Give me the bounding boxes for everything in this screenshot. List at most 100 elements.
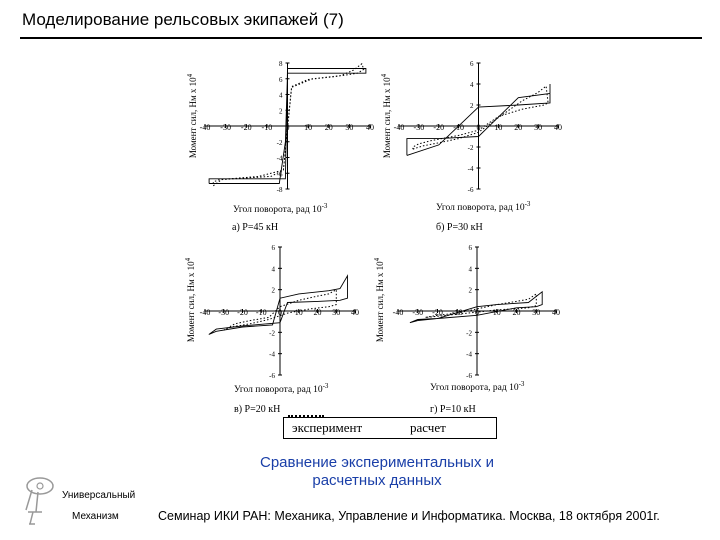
y-tick-label: -4 — [468, 165, 474, 173]
x-axis-title-exponent: -3 — [525, 200, 531, 208]
x-tick-label: -30 — [218, 308, 229, 317]
x-tick-label: -40 — [200, 308, 211, 317]
panel-caption: в) P=20 кН — [234, 404, 280, 415]
y-tick-label: -6 — [277, 170, 283, 178]
panel-caption: а) P=45 кН — [232, 222, 278, 233]
y-tick-label: -6 — [269, 372, 275, 380]
calculation-series — [406, 84, 551, 156]
panel-caption: б) P=30 кН — [436, 222, 483, 233]
y-tick-label: -2 — [468, 144, 474, 152]
experiment-series — [425, 292, 537, 318]
y-tick-label: 2 — [469, 287, 473, 295]
y-tick-label: 2 — [279, 107, 283, 115]
y-tick-label: -4 — [269, 351, 275, 359]
x-tick-label: 10 — [493, 308, 501, 317]
y-axis-title: Момент сил, Нм x 104 — [373, 257, 385, 342]
x-tick-label: 20 — [314, 308, 322, 317]
caption-line-1: Сравнение экспериментальных и — [259, 454, 495, 471]
y-tick-label: 2 — [470, 102, 474, 110]
y-tick-label: 6 — [470, 60, 474, 68]
x-tick-label: -20 — [237, 308, 248, 317]
y-axis-title-exponent: 4 — [186, 73, 194, 77]
org-name-line-1: Универсальный — [62, 490, 136, 501]
y-tick-label: -2 — [277, 139, 283, 147]
y-axis-title-exponent: 4 — [373, 257, 381, 261]
x-tick-label: 30 — [532, 308, 540, 317]
y-tick-label: 4 — [470, 81, 474, 89]
x-tick-label: 10 — [295, 308, 303, 317]
y-tick-label: 2 — [272, 287, 276, 295]
chart-panel-b: -40 -30 -20 -10 0 10 20 30 40 6 4 2 -2 -4 -6 Угол повор… — [380, 60, 562, 233]
panel-caption: г) P=10 кН — [430, 404, 476, 415]
x-tick-label: -10 — [256, 308, 267, 317]
x-tick-label: -20 — [241, 123, 252, 132]
x-tick-label: -40 — [394, 123, 405, 132]
x-axis-title: Угол поворота, рад 10-3 — [234, 382, 329, 395]
x-axis-title: Угол поворота, рад 10-3 — [436, 200, 531, 213]
y-axis-title: Момент сил, Нм x 104 — [380, 73, 392, 158]
x-tick-label: -20 — [433, 123, 444, 132]
y-tick-label: 6 — [272, 244, 276, 252]
x-axis-title: Угол поворота, рад 10-3 — [233, 202, 328, 215]
y-tick-label: 4 — [279, 92, 283, 100]
x-tick-label: -40 — [393, 308, 404, 317]
x-tick-label: -30 — [414, 123, 425, 132]
x-tick-label: 20 — [513, 308, 521, 317]
y-tick-label: 6 — [279, 76, 283, 84]
x-tick-label: 40 — [554, 123, 562, 132]
x-tick-label: 30 — [345, 123, 353, 132]
y-tick-label: 4 — [272, 265, 276, 273]
x-tick-label: 30 — [534, 123, 542, 132]
mechanism-logo-icon — [25, 477, 54, 525]
y-tick-label: -6 — [466, 372, 472, 380]
y-tick-label: -4 — [277, 155, 283, 163]
x-axis-title-exponent: -3 — [323, 382, 329, 390]
y-axis-title: Момент сил, Нм x 104 — [186, 73, 198, 158]
seminar-footer: Семинар ИКИ РАН: Механика, Управление и … — [158, 509, 660, 523]
x-tick-label: -30 — [220, 123, 231, 132]
caption-line-2: расчетных данных — [312, 472, 442, 489]
x-tick-label: 10 — [304, 123, 312, 132]
x-tick-label: -20 — [432, 308, 443, 317]
x-axis-title-exponent: -3 — [322, 202, 328, 210]
x-tick-label: -40 — [200, 123, 211, 132]
x-tick-label: 0 — [278, 308, 282, 317]
experiment-series — [212, 62, 365, 187]
x-tick-label: 20 — [325, 123, 333, 132]
y-axis-title-exponent: 4 — [184, 257, 192, 261]
x-tick-label: 40 — [552, 308, 560, 317]
experiment-series — [412, 85, 549, 150]
y-tick-label: 8 — [279, 60, 283, 68]
org-name-line-2: Механизм — [72, 511, 119, 522]
x-tick-label: 20 — [514, 123, 522, 132]
y-tick-label: -8 — [277, 186, 283, 194]
y-tick-label: -4 — [466, 351, 472, 359]
y-tick-label: 6 — [469, 244, 473, 252]
y-axis-title-exponent: 4 — [380, 73, 388, 77]
x-tick-label: -10 — [453, 123, 464, 132]
legend-experiment-line — [288, 415, 324, 417]
legend: эксперимент расчет — [283, 415, 497, 439]
x-tick-label: 10 — [494, 123, 502, 132]
x-tick-label: 40 — [351, 308, 359, 317]
y-tick-label: -2 — [466, 329, 472, 337]
title-underline — [20, 37, 702, 39]
y-tick-label: -2 — [269, 329, 275, 337]
slide-title: Моделирование рельсовых экипажей (7) — [22, 10, 344, 29]
calculation-series — [208, 274, 348, 335]
x-tick-label: -10 — [262, 123, 273, 132]
x-axis-title-exponent: -3 — [519, 380, 525, 388]
x-tick-label: -30 — [412, 308, 423, 317]
x-tick-label: 40 — [366, 123, 374, 132]
x-axis-title: Угол поворота, рад 10-3 — [430, 380, 525, 393]
legend-calculation-label: расчет — [410, 420, 446, 435]
slide-caption: Сравнение экспериментальных и расчетных … — [232, 454, 522, 490]
y-tick-label: 4 — [469, 265, 473, 273]
y-axis-title: Момент сил, Нм x 104 — [184, 257, 196, 342]
chart-panel-c: -40 -30 -20 -10 0 10 20 30 40 6 4 2 -2 -4 -6 Угол повор… — [184, 244, 359, 415]
calculation-series — [409, 290, 543, 324]
legend-experiment-label: эксперимент — [292, 420, 363, 435]
